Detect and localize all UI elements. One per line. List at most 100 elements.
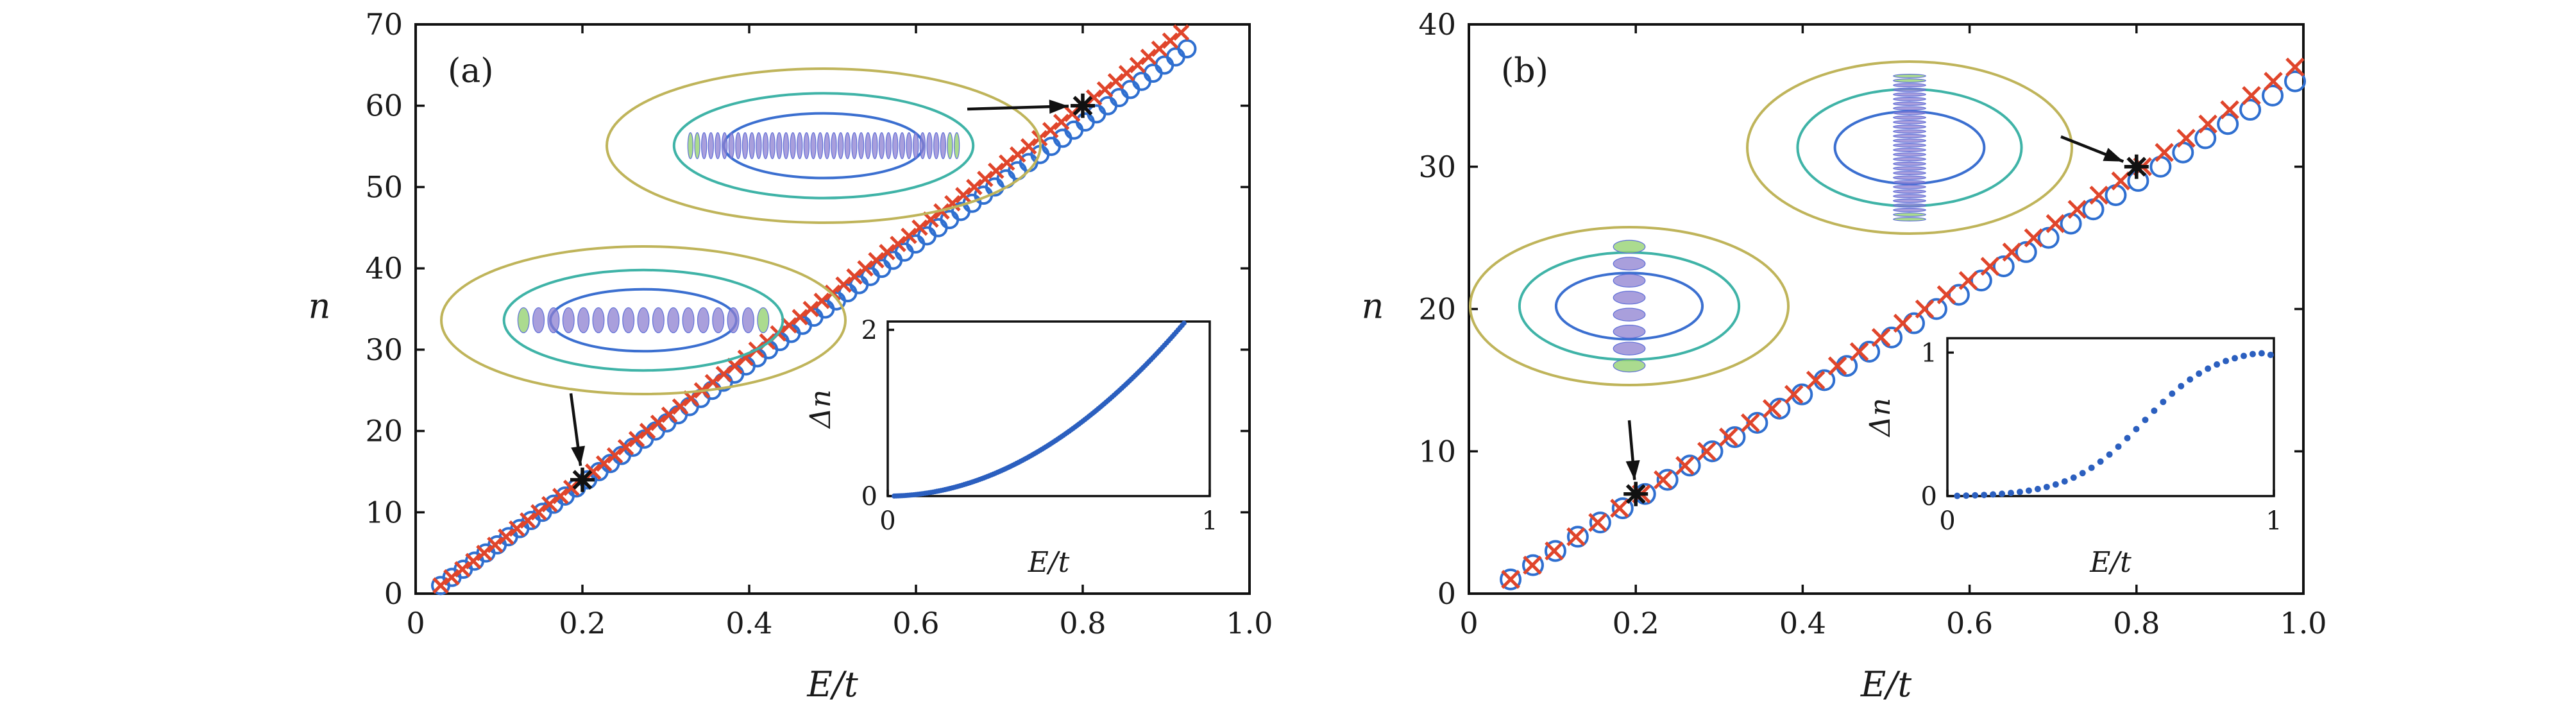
data-point-cross <box>2198 114 2217 133</box>
data-point-cross <box>1849 342 1869 361</box>
wavefunction-lobe <box>712 307 725 334</box>
x-tick-label: 0.2 <box>1613 606 1659 640</box>
inset-y-tick-label: 2 <box>861 316 877 345</box>
data-point-cross <box>1523 555 1542 575</box>
data-point-cross <box>846 268 863 285</box>
wavefunction-lobe <box>757 307 770 334</box>
data-point-circle <box>1500 568 1522 590</box>
pointer-arrow-head <box>1049 99 1069 114</box>
data-point-cross <box>1020 138 1037 155</box>
inset-data-point <box>2169 390 2176 397</box>
inset-data-point <box>2187 376 2194 383</box>
inset-data-point <box>2097 458 2104 465</box>
data-point-cross <box>726 357 743 374</box>
wavefunction-lobe <box>824 132 830 160</box>
data-point-cross <box>1762 399 1782 418</box>
data-point-cross <box>1610 499 1629 518</box>
wavefunction-lobe <box>947 132 953 160</box>
panel-label: (b) <box>1501 52 1548 90</box>
data-point-cross <box>520 512 536 529</box>
data-point-cross <box>813 293 830 309</box>
wavefunction-lobe <box>1613 358 1646 373</box>
wavefunction-lobe <box>885 132 892 160</box>
wavefunction-lobe <box>906 132 912 160</box>
wavefunction-lobe <box>1613 325 1646 339</box>
data-point-cross <box>977 170 994 187</box>
data-point-circle <box>1589 511 1611 534</box>
wavefunction-lobe <box>1893 83 1926 88</box>
wavefunction-lobe <box>953 132 960 160</box>
wavefunction-lobe <box>547 307 560 334</box>
inset-delta-n: 0 1 0 2 E/t Δn <box>804 316 1218 579</box>
wavefunction-lobe <box>1893 171 1926 175</box>
wavefunction-lobe <box>1893 97 1926 101</box>
x-axis-title: E/t <box>806 664 858 705</box>
inset-y-tick-label: 1 <box>1921 338 1937 368</box>
data-point-cross <box>509 520 525 537</box>
contour-middle <box>672 92 975 200</box>
y-tick-label: 10 <box>1418 434 1456 468</box>
data-point-cross <box>672 398 689 415</box>
y-tick-label: 50 <box>365 169 403 204</box>
wavefunction-lobe <box>851 132 858 160</box>
data-point-cross <box>2024 228 2044 248</box>
data-point-cross <box>1545 541 1564 561</box>
data-point-cross <box>792 309 808 325</box>
wavefunction-lobe <box>790 132 796 160</box>
inset-data-point <box>1181 320 1187 326</box>
wavefunction-lobe <box>1893 217 1926 221</box>
wavefunction-lobe <box>741 307 754 334</box>
wavefunction-lobe <box>762 132 769 160</box>
data-point-circle <box>1544 540 1566 562</box>
data-point-cross <box>999 154 1015 171</box>
y-tick-label: 60 <box>365 89 403 123</box>
wavefunction-lobe <box>687 132 694 160</box>
inset-data-point <box>2267 351 2274 358</box>
highlight-star <box>2124 154 2149 179</box>
wavefunction-lobe <box>844 132 851 160</box>
data-point-circle <box>1566 526 1589 548</box>
data-point-cross <box>1827 356 1847 375</box>
wavefunction-lobe <box>735 132 741 160</box>
series-crosses <box>1501 57 2305 589</box>
wavefunction-pattern <box>687 132 960 160</box>
inset-y-axis-title: Δn <box>1864 398 1897 438</box>
data-point-cross <box>2242 86 2261 105</box>
wavefunction-lobe <box>810 132 817 160</box>
wavefunction-lobe <box>728 132 734 160</box>
data-point-cross <box>476 544 493 562</box>
x-tick-label: 0.4 <box>1779 606 1826 640</box>
data-point-cross <box>966 178 983 196</box>
data-point-cross <box>650 415 667 431</box>
x-tick-label: 0 <box>406 606 425 640</box>
wavefunction-lobe <box>1613 273 1646 288</box>
inset-data-point <box>2043 483 2050 490</box>
data-point-circle <box>2217 113 2239 135</box>
data-point-cross <box>988 162 1004 179</box>
data-point-cross <box>1871 328 1891 347</box>
plot-frame <box>414 23 1251 595</box>
inset-delta-n: 0 1 0 1 E/t Δn <box>1864 337 2282 579</box>
data-point-cross <box>835 276 852 293</box>
data-point-cross <box>2264 71 2283 91</box>
wavefunction-lobe <box>1893 152 1926 157</box>
wavefunction-lobe <box>741 132 749 160</box>
wavefunction-lobe <box>697 307 709 334</box>
data-point-cross <box>541 495 558 513</box>
data-point-circle <box>1611 497 1634 519</box>
wavefunction-lobe <box>831 132 837 160</box>
inset-x-axis-title: E/t <box>2089 546 2131 579</box>
wavefunction-lobe <box>1893 194 1926 198</box>
inset-data-point <box>2016 488 2023 495</box>
inset-data-point <box>1990 491 1997 498</box>
y-tick-label: 0 <box>1437 576 1456 611</box>
data-point-cross <box>1893 313 1913 333</box>
highlight-star <box>570 467 595 492</box>
inset-x-tick-label: 0 <box>879 506 895 536</box>
data-point-cross <box>1915 299 1935 319</box>
data-point-cross <box>682 390 700 407</box>
inset-data-point <box>2088 464 2095 471</box>
data-point-cross <box>595 455 613 472</box>
